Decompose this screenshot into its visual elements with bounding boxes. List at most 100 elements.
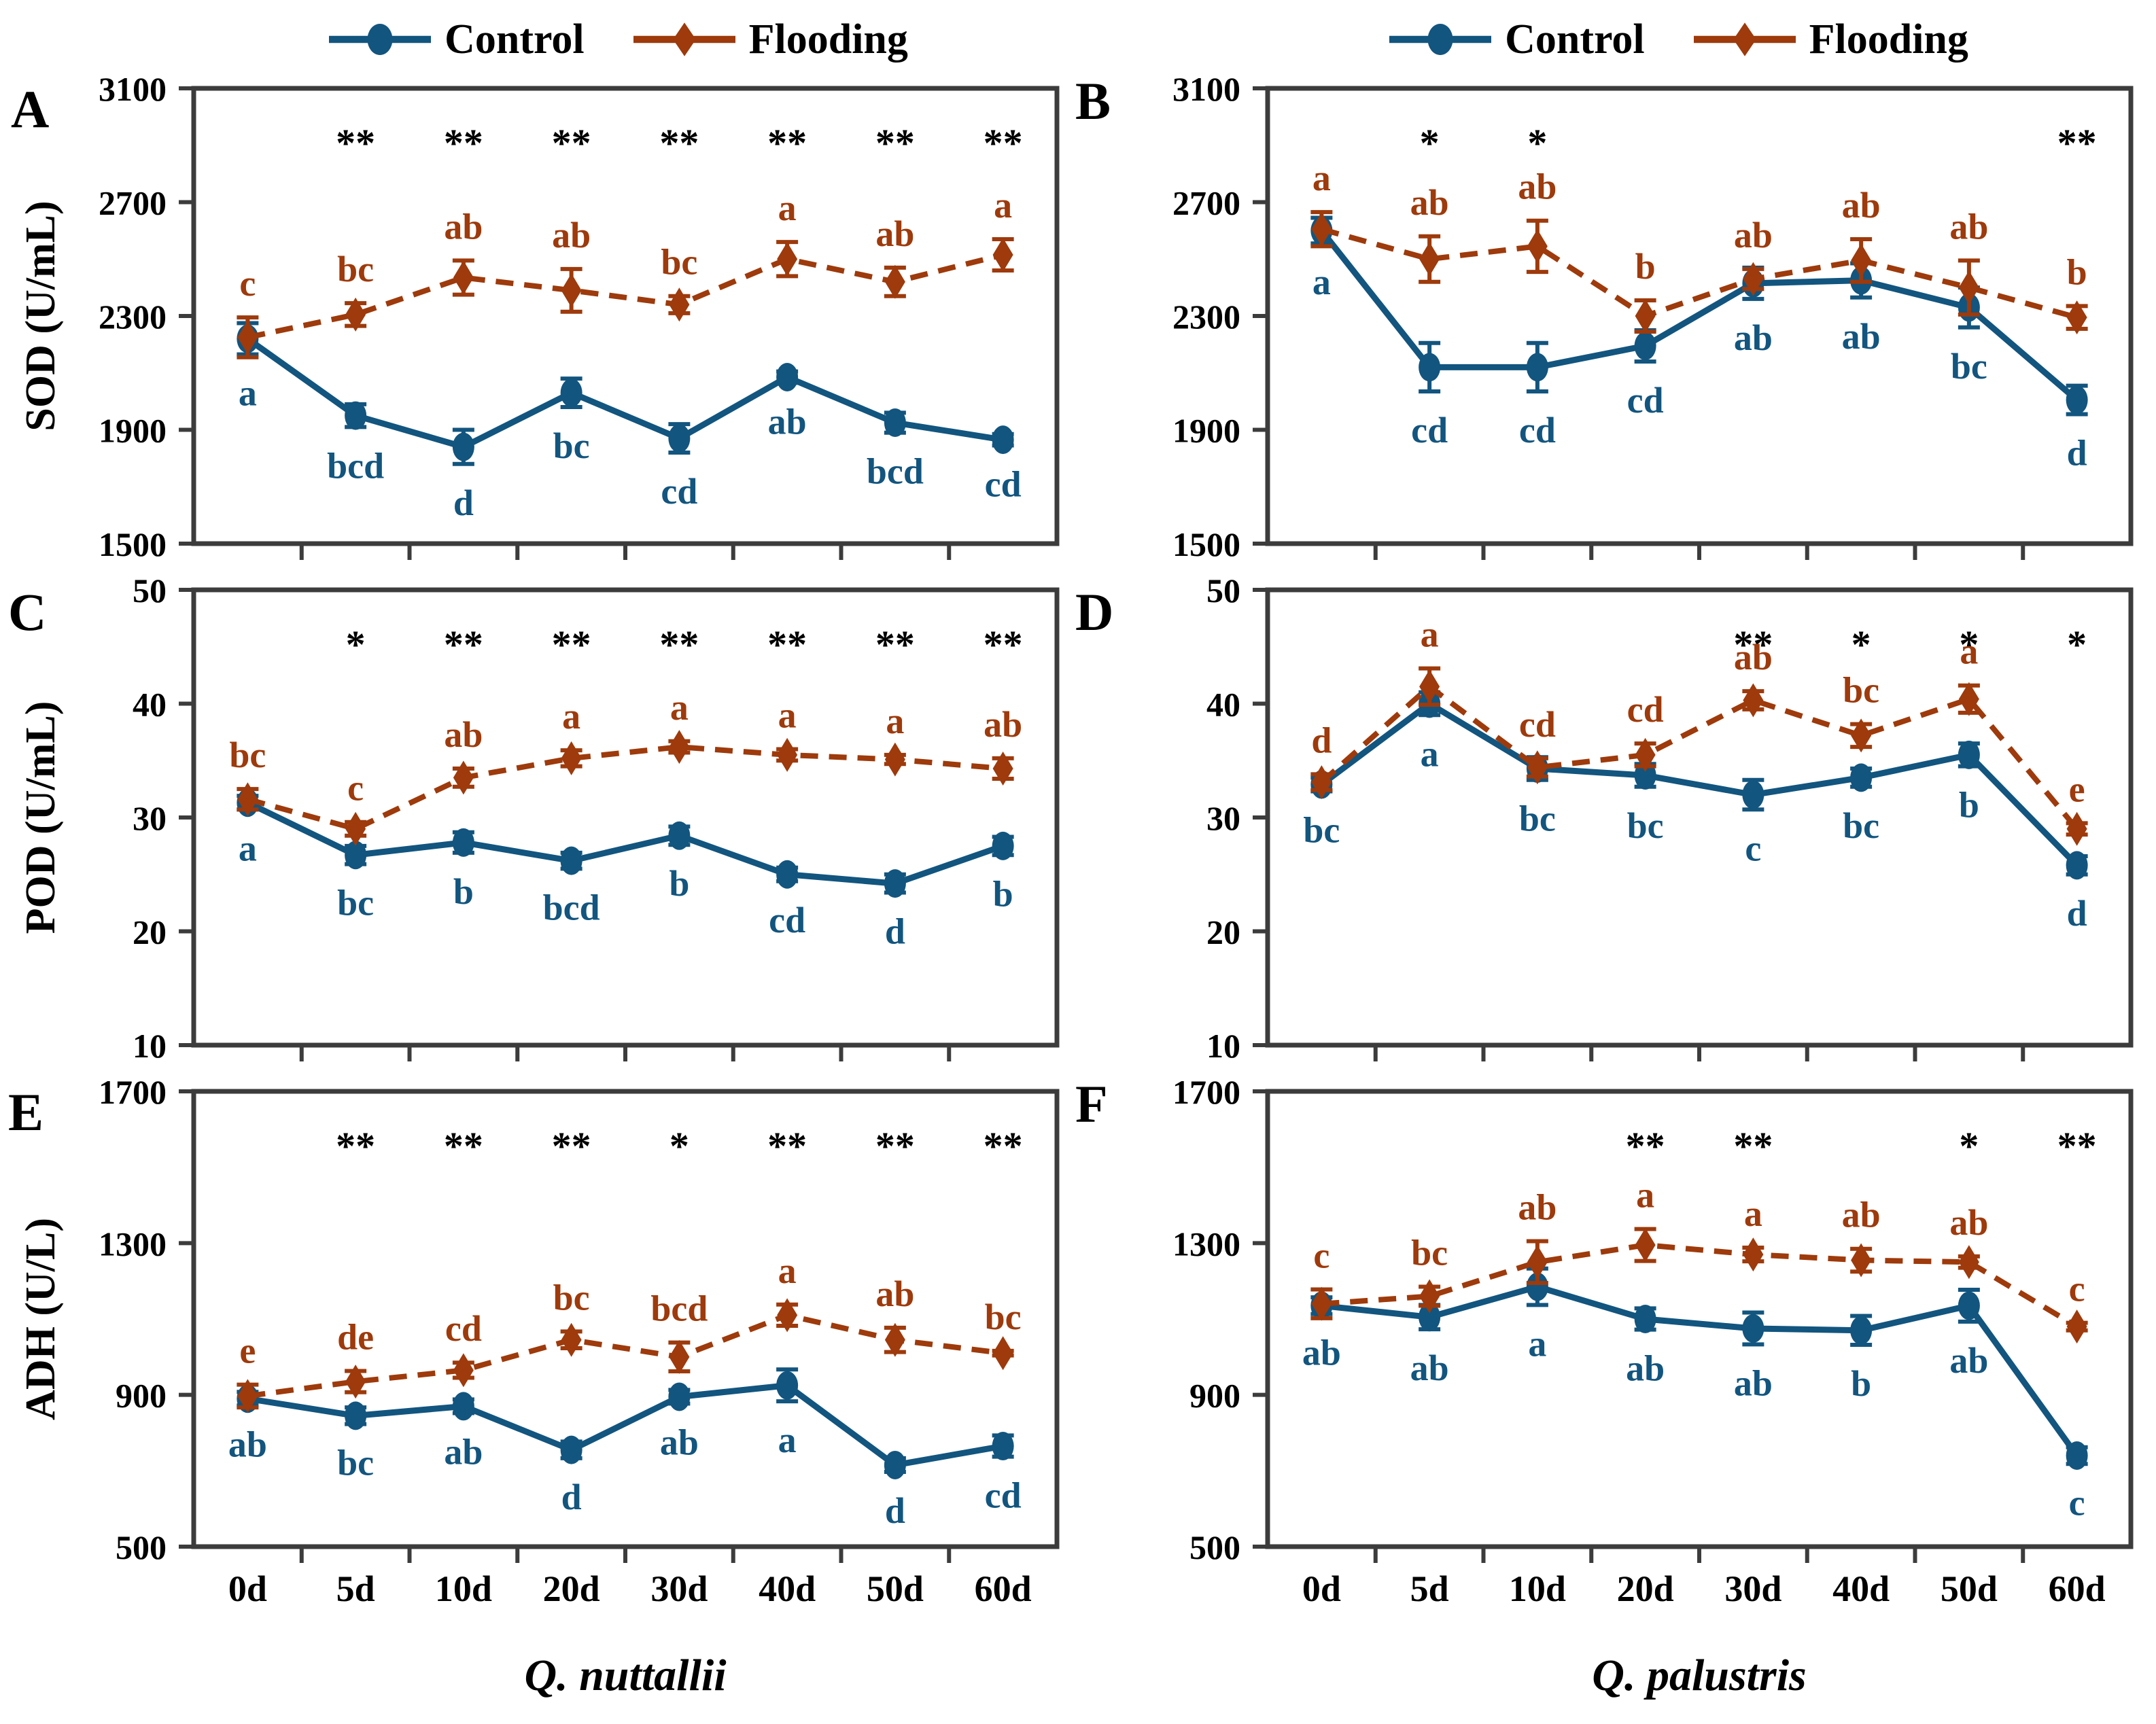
control-marker <box>1958 1291 1980 1320</box>
x-tick-label: 20d <box>543 1568 600 1609</box>
flooding-letter: ab <box>1842 1195 1881 1235</box>
control-letter: ab <box>444 1431 483 1472</box>
flooding-marker <box>669 287 690 322</box>
flooding-letter: a <box>1312 158 1331 198</box>
y-tick-label: 1700 <box>1172 1073 1240 1111</box>
flooding-marker <box>992 237 1013 272</box>
y-tick-label: 1300 <box>99 1225 167 1263</box>
flooding-line-marker-icon <box>633 22 735 56</box>
y-tick-label: 40 <box>133 686 167 724</box>
flooding-letter: a <box>778 1250 797 1291</box>
flooding-letter: c <box>2069 1269 2085 1309</box>
significance-marker: ** <box>1733 622 1773 667</box>
control-marker <box>345 401 367 430</box>
y-axis-title: ADH (U/L) <box>18 1218 64 1420</box>
control-line <box>1319 700 2079 868</box>
control-letter: cd <box>661 471 697 512</box>
control-marker <box>1850 763 1873 792</box>
flooding-marker <box>1527 750 1548 785</box>
significance-marker: ** <box>659 121 699 165</box>
flooding-marker <box>1419 669 1440 704</box>
control-letter: a <box>239 828 257 868</box>
control-letter: cd <box>769 900 805 940</box>
significance-marker: ** <box>875 121 915 165</box>
control-marker <box>1526 1272 1548 1301</box>
flooding-marker <box>884 1322 905 1357</box>
flooding-line <box>1319 683 2079 831</box>
control-marker <box>992 425 1014 455</box>
control-letter: bcd <box>327 445 384 486</box>
significance-marker: ** <box>984 622 1023 667</box>
y-tick-label: 2300 <box>99 298 167 336</box>
significance-marker: ** <box>1733 1124 1773 1168</box>
flooding-letter: ab <box>1410 182 1449 223</box>
flooding-marker <box>777 1298 798 1333</box>
significance-marker: ** <box>552 622 591 667</box>
flooding-marker <box>1419 242 1440 277</box>
significance-marker: ** <box>444 622 483 667</box>
control-letter: a <box>1421 733 1439 774</box>
significance-marker: ** <box>875 622 915 667</box>
y-tick-label: 30 <box>133 799 167 837</box>
control-letter: b <box>453 871 474 912</box>
significance-marker: * <box>670 1124 689 1168</box>
control-marker <box>560 846 583 875</box>
flooding-letter: b <box>1635 246 1656 287</box>
control-letter: a <box>239 373 257 414</box>
control-marker <box>776 860 799 889</box>
x-tick-label: 40d <box>759 1568 816 1609</box>
flooding-letter: bc <box>985 1297 1022 1337</box>
control-marker <box>668 821 691 850</box>
flooding-letter: de <box>337 1316 374 1357</box>
flooding-letter: a <box>1744 1193 1762 1234</box>
flooding-marker <box>1743 262 1764 296</box>
y-tick-label: 40 <box>1206 686 1240 724</box>
flooding-marker <box>345 297 366 332</box>
x-tick-label: 60d <box>975 1568 1032 1609</box>
control-letter: ab <box>1842 316 1881 357</box>
y-tick-label: 20 <box>1206 913 1240 951</box>
flooding-letter: c <box>347 768 364 809</box>
legend-flooding-label: Flooding <box>1809 16 1968 63</box>
panel-label-D: D <box>1075 582 1114 641</box>
y-tick-label: 50 <box>133 571 167 610</box>
legend-control-label: Control <box>1505 16 1645 63</box>
significance-marker: ** <box>984 1124 1023 1168</box>
flooding-letter: ab <box>875 1273 914 1314</box>
flooding-letter: cd <box>1627 689 1664 730</box>
flooding-line <box>247 252 1004 340</box>
significance-marker: ** <box>2057 121 2097 165</box>
flooding-letter: ab <box>1734 637 1773 678</box>
flooding-marker <box>2066 300 2087 335</box>
significance-marker: * <box>1959 622 1979 667</box>
control-line-marker-icon <box>1389 24 1492 55</box>
flooding-marker <box>2066 1309 2087 1344</box>
flooding-marker <box>561 273 582 308</box>
flooding-marker <box>345 811 366 846</box>
y-tick-label: 1500 <box>1172 525 1240 563</box>
control-marker <box>2066 1441 2088 1470</box>
flooding-marker <box>1527 229 1548 264</box>
flooding-letter: ab <box>1842 185 1881 226</box>
flooding-letter: a <box>1421 614 1439 655</box>
flooding-marker <box>237 782 258 817</box>
flooding-letter: bc <box>337 249 374 289</box>
significance-marker: ** <box>767 1124 807 1168</box>
panel-label-A: A <box>11 80 50 139</box>
flooding-marker <box>1958 270 1979 305</box>
flooding-letter: bc <box>229 735 266 775</box>
flooding-line-marker-icon <box>1693 22 1796 56</box>
flooding-marker <box>237 320 258 355</box>
x-tick-label: 50d <box>1941 1568 1998 1609</box>
flooding-marker <box>1311 765 1332 800</box>
significance-marker: ** <box>552 1124 591 1168</box>
panel-E-plot: 1700 1300 900 500 0d 5d 10d 20d 30d 40d 50d 60d ADH … <box>18 1073 1060 1609</box>
legend-left: Control Flooding <box>292 8 945 71</box>
legend-control-label: Control <box>445 16 585 63</box>
plot-box <box>191 587 1060 1048</box>
y-tick-label: 1700 <box>99 1073 167 1111</box>
significance-marker: ** <box>659 622 699 667</box>
flooding-letter: d <box>1311 720 1332 760</box>
